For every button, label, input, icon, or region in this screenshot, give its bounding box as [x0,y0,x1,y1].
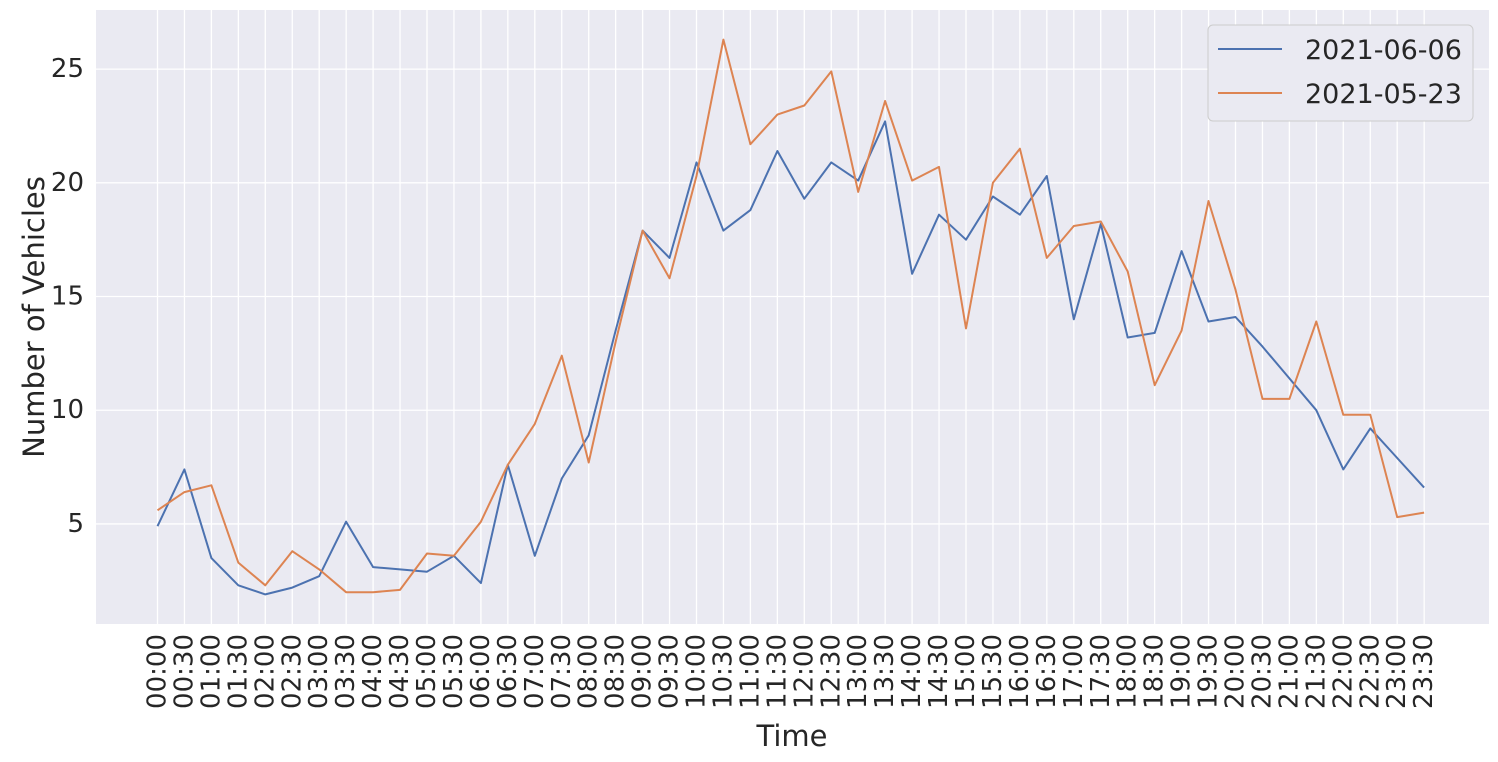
x-tick-label: 23:30 [1409,634,1439,709]
y-tick-label: 15 [51,282,84,312]
legend-label-2021-05-23: 2021-05-23 [1305,79,1462,110]
x-tick-label: 17:30 [1086,634,1116,709]
y-tick-label: 5 [67,509,84,539]
x-tick-label: 17:00 [1059,634,1089,709]
x-tick-label: 08:00 [574,634,604,709]
y-tick-label: 25 [51,54,84,84]
x-tick-label: 04:00 [358,634,388,709]
x-tick-label: 21:30 [1301,634,1331,709]
grid-lines [96,10,1489,624]
x-tick-label: 16:00 [1005,634,1035,709]
x-tick-label: 06:30 [493,634,523,709]
series-line-2021-05-23 [156,38,1425,594]
x-tick-label: 09:00 [628,634,658,709]
x-tick-label: 21:00 [1274,634,1304,709]
x-tick-label: 13:00 [843,634,873,709]
x-tick-label: 12:30 [816,634,846,709]
x-tick-label: 19:00 [1167,634,1197,709]
x-tick-label: 13:30 [870,634,900,709]
x-tick-labels: 00:0000:3001:0001:3002:0002:3003:0003:30… [143,634,1440,709]
x-tick-label: 19:30 [1194,634,1224,709]
x-tick-label: 04:30 [385,634,415,709]
x-tick-label: 15:30 [978,634,1008,709]
x-tick-label: 08:30 [601,634,631,709]
x-tick-label: 20:00 [1221,634,1251,709]
x-tick-label: 14:30 [924,634,954,709]
x-tick-label: 02:30 [277,634,307,709]
x-tick-label: 20:30 [1247,634,1277,709]
x-tick-label: 01:30 [223,634,253,709]
x-tick-label: 00:00 [143,634,173,709]
x-tick-label: 03:30 [331,634,361,709]
x-tick-label: 06:00 [466,634,496,709]
y-tick-label: 10 [51,395,84,425]
y-axis-title: Number of Vehicles [17,176,51,458]
x-tick-label: 14:00 [897,634,927,709]
series-line-2021-06-06 [156,120,1425,596]
x-tick-label: 00:30 [169,634,199,709]
x-tick-label: 07:00 [520,634,550,709]
x-tick-label: 22:00 [1328,634,1358,709]
x-axis-title: Time [756,719,828,753]
x-tick-label: 05:30 [439,634,469,709]
x-tick-label: 18:00 [1113,634,1143,709]
x-tick-label: 01:00 [196,634,226,709]
x-tick-label: 22:30 [1355,634,1385,709]
x-tick-label: 05:00 [412,634,442,709]
x-tick-label: 03:00 [304,634,334,709]
x-tick-label: 12:00 [789,634,819,709]
legend: 2021-06-06 2021-05-23 [1207,24,1474,122]
x-tick-label: 16:30 [1032,634,1062,709]
x-tick-label: 15:00 [951,634,981,709]
x-tick-label: 02:00 [250,634,280,709]
x-tick-label: 07:30 [547,634,577,709]
legend-label-2021-06-06: 2021-06-06 [1305,35,1462,66]
y-tick-labels: 5 10 15 20 25 [51,54,84,539]
x-tick-label: 10:00 [682,634,712,709]
x-tick-label: 18:30 [1140,634,1170,709]
x-tick-label: 23:00 [1382,634,1412,709]
x-tick-label: 11:00 [735,634,765,709]
x-tick-label: 09:30 [655,634,685,709]
x-tick-label: 11:30 [762,634,792,709]
y-tick-label: 20 [51,168,84,198]
x-tick-label: 10:30 [708,634,738,709]
series-lines [156,38,1425,596]
